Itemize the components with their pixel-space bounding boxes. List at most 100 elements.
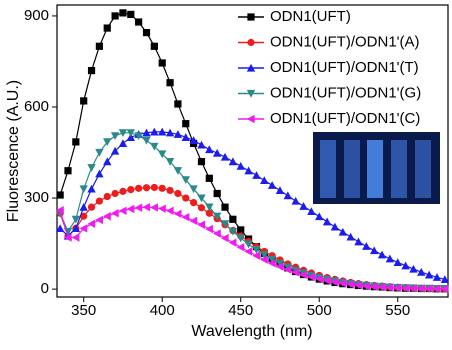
marker: [181, 176, 190, 185]
marker: [393, 258, 402, 266]
marker: [417, 284, 425, 293]
series-line: [59, 206, 445, 290]
marker: [173, 209, 182, 219]
marker: [401, 261, 410, 270]
marker: [158, 204, 166, 213]
marker: [252, 251, 261, 260]
marker: [110, 146, 120, 155]
marker: [267, 259, 276, 268]
marker: [197, 158, 206, 166]
marker: [369, 282, 378, 291]
marker: [87, 66, 96, 75]
marker: [182, 194, 190, 202]
plot-frame: [56, 4, 449, 298]
marker: [212, 148, 222, 157]
marker: [354, 280, 363, 290]
marker: [291, 268, 300, 277]
marker: [118, 139, 128, 148]
marker: [142, 202, 151, 212]
marker: [220, 152, 230, 161]
y-tick-label: 300: [24, 189, 49, 206]
marker: [220, 233, 229, 243]
marker: [252, 246, 261, 254]
marker: [409, 264, 418, 273]
marker: [228, 157, 238, 166]
marker: [150, 42, 158, 50]
marker: [103, 157, 112, 166]
x-tick-label: 350: [71, 302, 96, 319]
marker: [165, 128, 175, 137]
marker: [252, 171, 261, 179]
marker: [103, 24, 111, 32]
marker: [205, 209, 213, 217]
marker: [401, 283, 410, 293]
marker: [322, 217, 332, 226]
x-tick-label: 450: [228, 302, 253, 319]
marker: [393, 283, 402, 293]
marker: [55, 205, 64, 215]
marker: [190, 199, 198, 207]
marker: [158, 150, 167, 159]
marker: [247, 13, 255, 21]
marker: [377, 250, 387, 259]
marker: [119, 187, 127, 195]
marker: [197, 204, 206, 212]
marker: [135, 184, 143, 192]
marker: [228, 227, 238, 236]
marker: [346, 232, 355, 241]
marker: [56, 191, 64, 199]
marker: [315, 274, 323, 283]
marker: [237, 226, 245, 234]
marker: [213, 189, 221, 198]
marker: [330, 222, 340, 231]
marker: [71, 233, 80, 242]
marker: [275, 259, 285, 268]
marker: [315, 212, 324, 221]
marker: [205, 145, 214, 154]
marker: [283, 265, 292, 274]
marker: [142, 128, 151, 137]
marker: [275, 262, 284, 271]
marker: [291, 196, 300, 205]
legend-label: ODN1(UFT)/ODN1'(A): [270, 33, 420, 50]
marker: [197, 140, 206, 149]
marker: [80, 212, 88, 220]
marker: [432, 284, 441, 294]
marker: [189, 136, 198, 144]
marker: [165, 158, 175, 166]
legend-label: ODN1(UFT): [270, 8, 351, 25]
marker: [189, 185, 198, 194]
marker: [158, 127, 167, 136]
marker: [135, 18, 143, 26]
marker: [72, 138, 80, 146]
marker: [127, 185, 135, 194]
marker: [362, 281, 370, 291]
marker: [79, 224, 88, 233]
marker: [205, 224, 213, 234]
marker: [330, 277, 339, 287]
marker: [424, 270, 434, 279]
marker: [246, 114, 255, 124]
marker: [236, 243, 245, 252]
marker: [385, 283, 394, 292]
x-tick-label: 550: [385, 302, 410, 319]
marker: [95, 215, 103, 225]
marker: [87, 164, 96, 172]
marker: [118, 206, 127, 215]
marker: [212, 229, 221, 238]
marker: [205, 203, 214, 212]
marker: [228, 238, 237, 247]
marker: [260, 176, 269, 185]
marker: [182, 120, 190, 128]
marker: [440, 275, 450, 283]
marker: [150, 183, 158, 192]
marker: [95, 197, 103, 205]
legend-label: ODN1(UFT)/ODN1'(C): [270, 110, 420, 127]
marker: [221, 203, 229, 211]
marker: [244, 240, 253, 249]
marker: [174, 100, 182, 108]
marker: [150, 203, 158, 212]
marker: [103, 138, 112, 147]
marker: [165, 206, 174, 215]
